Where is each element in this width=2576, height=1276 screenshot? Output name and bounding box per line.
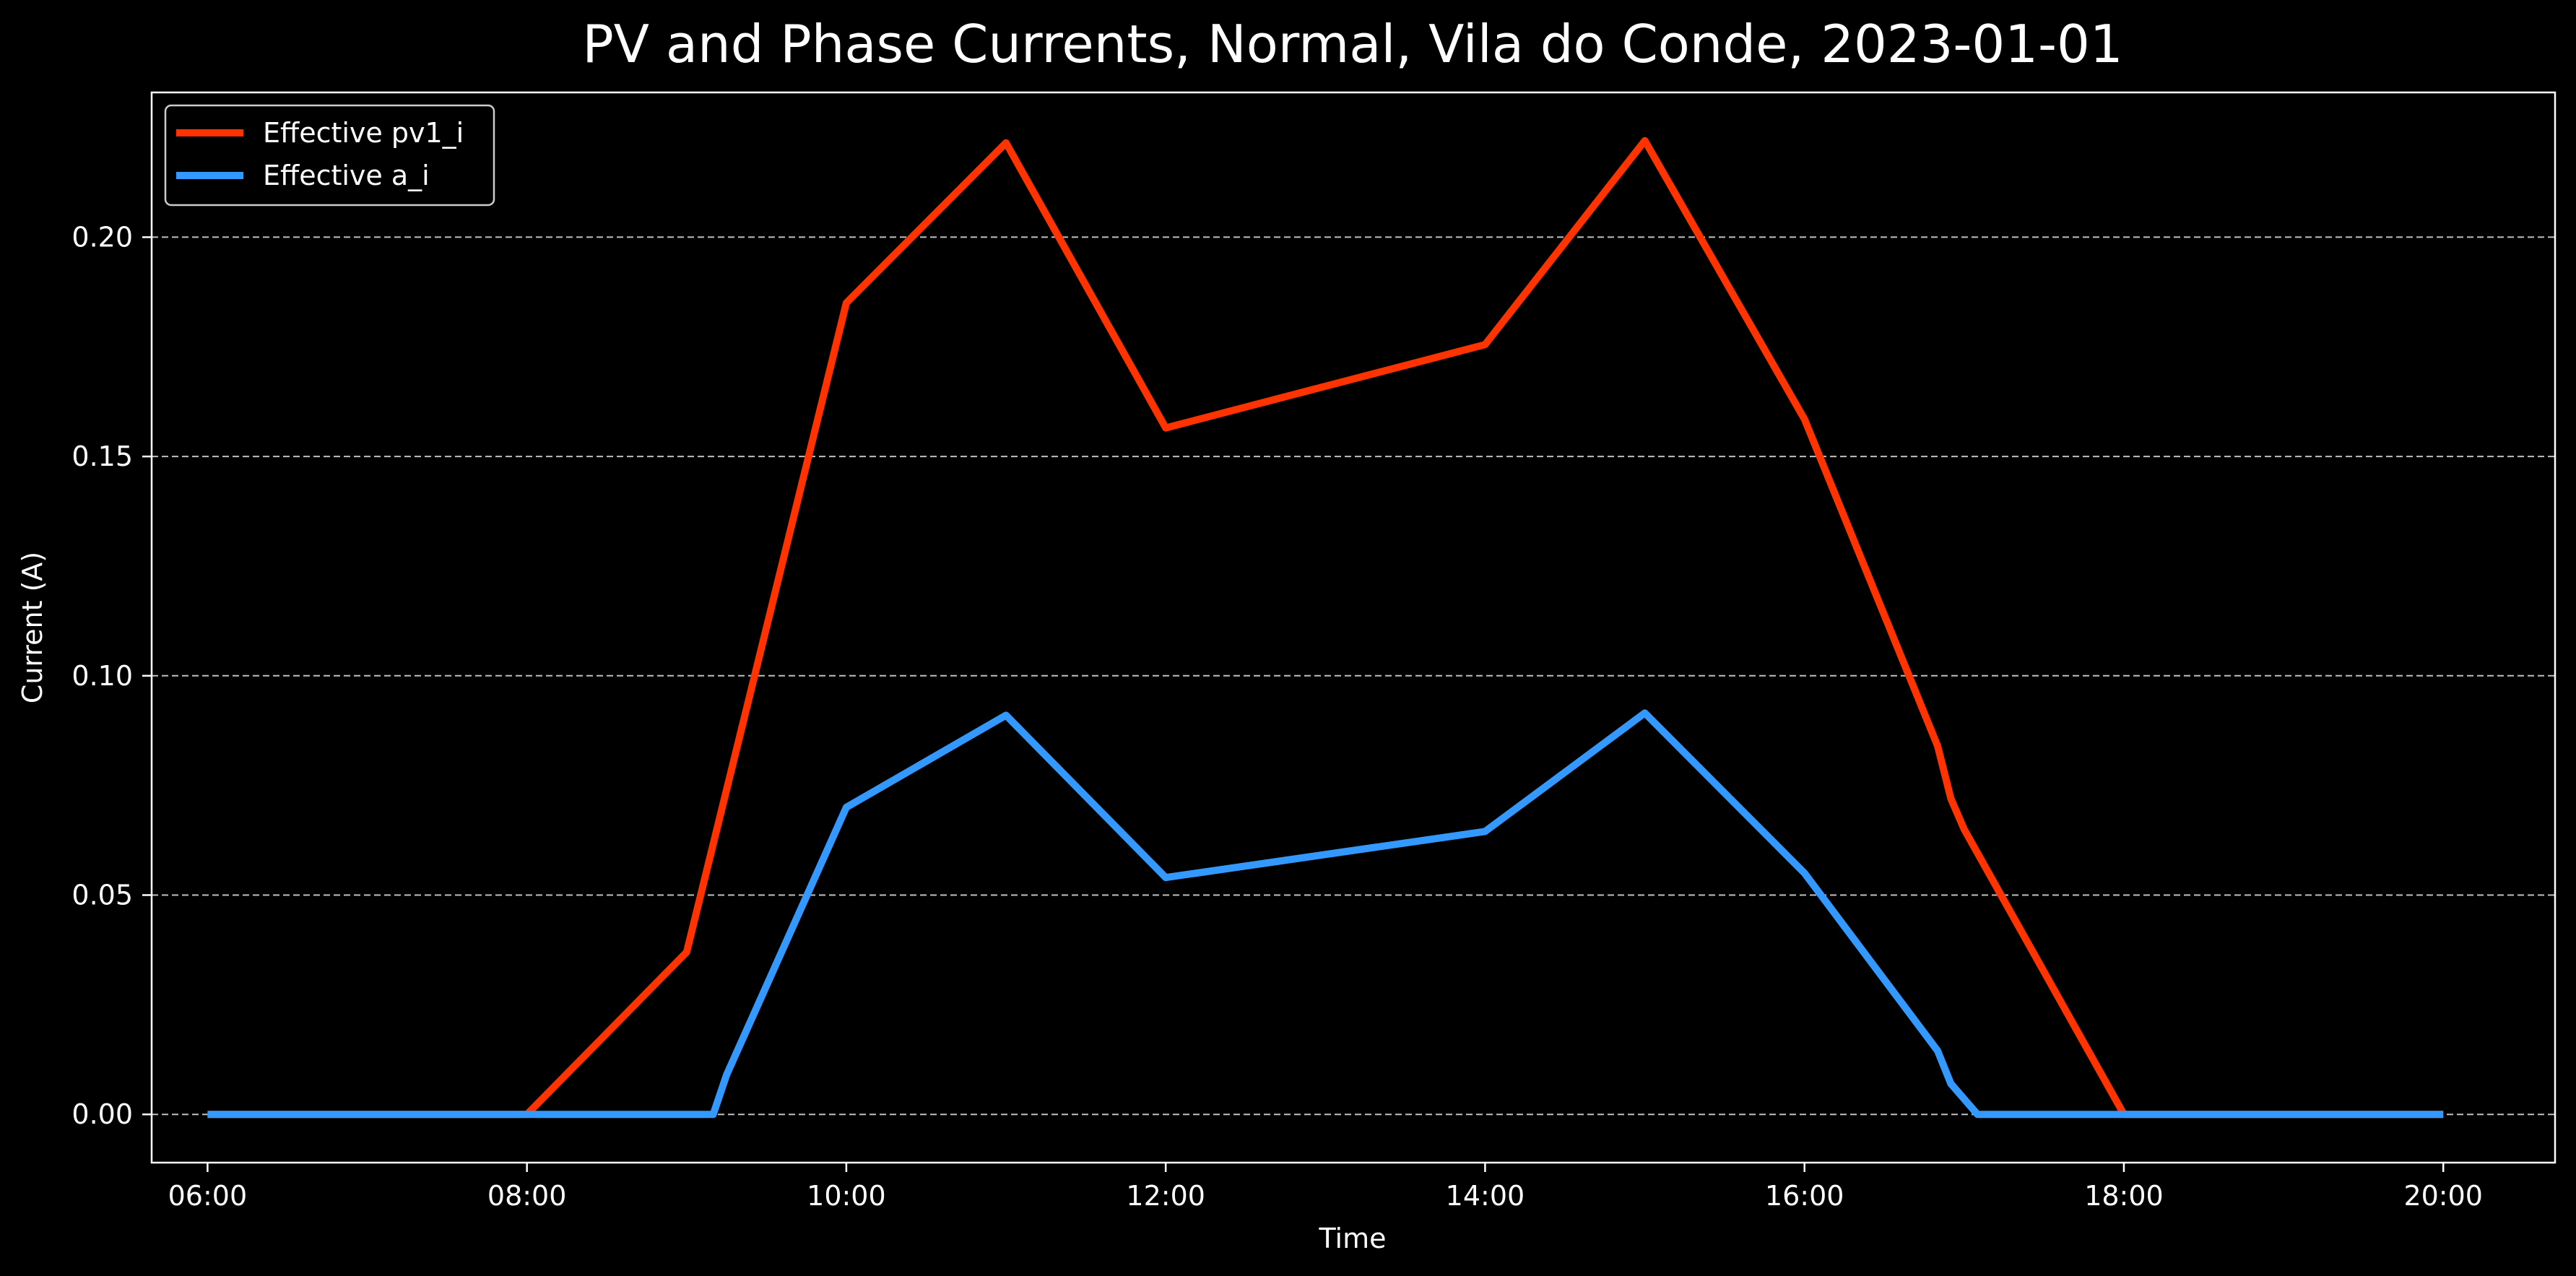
y-tick-label: 0.10 [71,660,133,692]
x-tick-label: 12:00 [1126,1180,1205,1212]
x-tick-label: 16:00 [1765,1180,1844,1212]
x-axis: 06:00 08:00 10:00 12:00 14:00 16:00 18:00 20:00 [168,1163,2483,1212]
y-axis-label: Current (A) [17,552,48,703]
legend-box [164,104,495,207]
y-tick-label: 0.15 [71,440,133,472]
chart-title: PV and Phase Currents, Normal, Vila do C… [582,14,2122,74]
x-tick-label: 10:00 [807,1180,886,1212]
y-tick-label: 0.20 [71,221,133,253]
legend: Effective pv1_i Effective a_i [164,104,495,207]
plot-frame [150,91,2557,1164]
y-tick-label: 0.05 [71,880,133,911]
x-tick-label: 18:00 [2084,1180,2164,1212]
x-tick-label: 08:00 [487,1180,567,1212]
series-line-0 [207,136,2444,1119]
y-tick-label: 0.00 [71,1098,133,1130]
series-lines [207,136,2444,1119]
legend-label: Effective a_i [263,160,430,191]
x-tick-label: 20:00 [2403,1180,2483,1212]
legend-label: Effective pv1_i [263,117,464,149]
series-line-1 [207,709,2444,1119]
x-tick-label: 14:00 [1446,1180,1525,1212]
x-axis-label: Time [1319,1223,1387,1254]
x-tick-label: 06:00 [168,1180,248,1212]
y-axis: 0.00 0.05 0.10 0.15 0.20 [71,221,152,1130]
